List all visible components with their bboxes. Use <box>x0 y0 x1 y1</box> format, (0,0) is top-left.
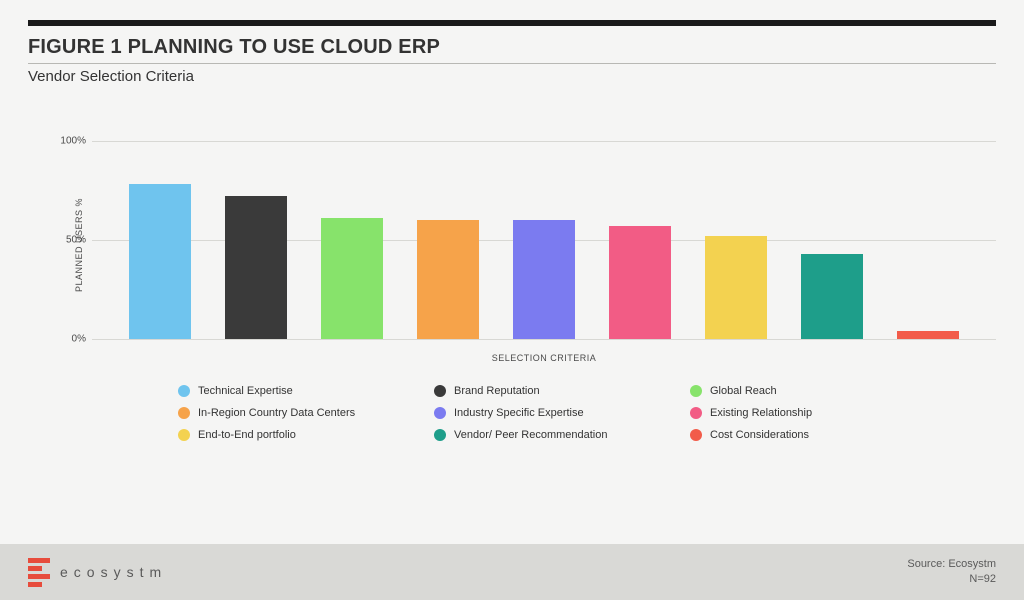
legend-swatch-icon <box>434 407 446 419</box>
legend-label: Existing Relationship <box>710 407 812 419</box>
bar <box>321 218 383 339</box>
footer: ecosystm Source: Ecosystm N=92 <box>0 544 1024 600</box>
bar <box>897 331 959 339</box>
y-tick-label: 100% <box>50 135 86 146</box>
bar <box>801 254 863 339</box>
logo-mark-icon <box>28 558 50 587</box>
source-line: Source: Ecosystm <box>907 557 996 572</box>
logo-bar <box>28 582 42 587</box>
bar <box>129 184 191 339</box>
bars <box>92 121 996 339</box>
legend-swatch-icon <box>434 429 446 441</box>
legend-swatch-icon <box>178 385 190 397</box>
legend-label: Global Reach <box>710 385 777 397</box>
x-axis-label: SELECTION CRITERIA <box>92 353 996 363</box>
chart-area: PLANNED USERS % 0%50%100% SELECTION CRIT… <box>28 121 996 369</box>
legend-item: Cost Considerations <box>690 429 936 441</box>
legend-swatch-icon <box>434 385 446 397</box>
bar <box>225 196 287 339</box>
legend: Technical Expertise Brand Reputation Globa… <box>178 385 936 441</box>
bar <box>513 220 575 339</box>
figure-subtitle: Vendor Selection Criteria <box>28 68 996 85</box>
legend-label: Brand Reputation <box>454 385 540 397</box>
legend-label: Industry Specific Expertise <box>454 407 584 419</box>
logo-bar <box>28 558 50 563</box>
legend-label: Cost Considerations <box>710 429 809 441</box>
logo-bar <box>28 574 50 579</box>
subtitle-wrap: Vendor Selection Criteria <box>28 63 996 85</box>
gridline <box>92 339 996 340</box>
legend-label: End-to-End portfolio <box>198 429 296 441</box>
legend-item: Vendor/ Peer Recommendation <box>434 429 680 441</box>
legend-item: End-to-End portfolio <box>178 429 424 441</box>
logo: ecosystm <box>28 558 167 587</box>
legend-swatch-icon <box>178 429 190 441</box>
figure-container: FIGURE 1 PLANNING TO USE CLOUD ERP Vendo… <box>0 0 1024 441</box>
logo-text: ecosystm <box>60 564 167 580</box>
legend-item: Global Reach <box>690 385 936 397</box>
legend-label: Technical Expertise <box>198 385 293 397</box>
legend-swatch-icon <box>690 429 702 441</box>
source-attribution: Source: Ecosystm N=92 <box>907 557 996 588</box>
top-rule <box>28 20 996 26</box>
legend-item: Brand Reputation <box>434 385 680 397</box>
legend-label: Vendor/ Peer Recommendation <box>454 429 607 441</box>
figure-title: FIGURE 1 PLANNING TO USE CLOUD ERP <box>28 36 996 59</box>
bar <box>705 236 767 339</box>
y-tick-label: 0% <box>50 334 86 345</box>
bar <box>609 226 671 339</box>
legend-label: In-Region Country Data Centers <box>198 407 355 419</box>
legend-swatch-icon <box>690 385 702 397</box>
source-line: N=92 <box>907 572 996 587</box>
legend-item: Existing Relationship <box>690 407 936 419</box>
logo-bar <box>28 566 42 571</box>
bar <box>417 220 479 339</box>
legend-item: In-Region Country Data Centers <box>178 407 424 419</box>
legend-item: Technical Expertise <box>178 385 424 397</box>
legend-swatch-icon <box>178 407 190 419</box>
legend-swatch-icon <box>690 407 702 419</box>
y-tick-label: 50% <box>50 234 86 245</box>
plot: 0%50%100% SELECTION CRITERIA <box>92 121 996 369</box>
legend-item: Industry Specific Expertise <box>434 407 680 419</box>
